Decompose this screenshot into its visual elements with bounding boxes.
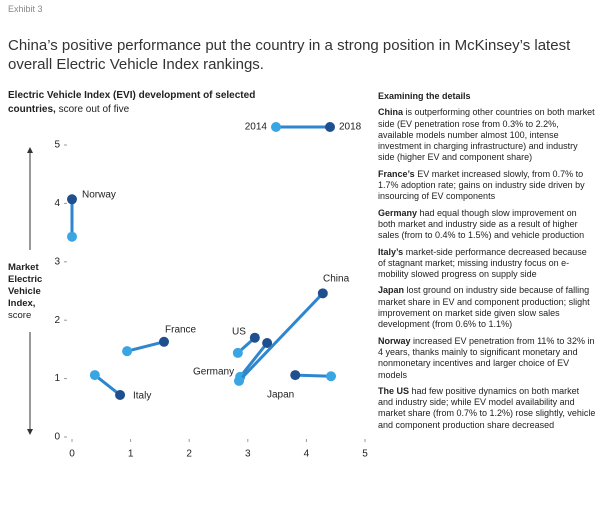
point bbox=[232, 347, 243, 358]
detail-text: lost ground on industry side because of … bbox=[378, 285, 590, 330]
page-title: China’s positive performance put the cou… bbox=[8, 37, 571, 73]
country-label: Italy bbox=[133, 391, 151, 402]
connector bbox=[239, 342, 269, 378]
detail-paragraph: Italy’s market-side performance decrease… bbox=[378, 247, 596, 281]
country-label: Norway bbox=[82, 190, 116, 201]
connector bbox=[126, 340, 165, 353]
detail-lead: Germany bbox=[378, 207, 418, 218]
legend-dot bbox=[325, 122, 335, 132]
detail-paragraph: Japan lost ground on industry side becau… bbox=[378, 285, 596, 330]
country-label: France bbox=[165, 325, 197, 336]
detail-lead: The US bbox=[378, 385, 410, 396]
x-tick-label: 1 bbox=[128, 449, 134, 460]
point bbox=[317, 288, 328, 299]
y-axis-title: Market Electric Vehicle Index, bbox=[8, 262, 43, 309]
details-panel: Examining the details China is outperform… bbox=[378, 91, 596, 431]
y-tick-label: 3 bbox=[54, 256, 60, 267]
y-tick-label: 1 bbox=[54, 373, 60, 384]
detail-lead: China bbox=[378, 107, 404, 118]
point bbox=[89, 370, 100, 381]
country-label: Japan bbox=[267, 390, 294, 401]
y-tick-label: 5 bbox=[54, 140, 60, 151]
detail-text: had equal though slow improvement on bot… bbox=[378, 207, 585, 241]
point bbox=[262, 337, 273, 348]
details-heading: Examining the details bbox=[378, 91, 471, 101]
chart-title: Electric Vehicle Index (EVI) development… bbox=[8, 90, 256, 115]
y-tick-label: 2 bbox=[54, 315, 60, 326]
point bbox=[290, 370, 301, 381]
x-tick-label: 2 bbox=[186, 449, 192, 460]
detail-text: is outperforming other countries on both… bbox=[378, 107, 595, 163]
x-tick-label: 4 bbox=[304, 449, 310, 460]
point bbox=[122, 346, 133, 357]
detail-text: EV market increased slowly, from 0.7% to… bbox=[378, 168, 585, 202]
point bbox=[67, 231, 77, 242]
legend-label: 2014 bbox=[245, 122, 268, 133]
country-label: Germany bbox=[193, 367, 234, 378]
detail-paragraph: Germany had equal though slow improvemen… bbox=[378, 208, 596, 242]
country-label: China bbox=[323, 274, 350, 285]
x-tick-label: 3 bbox=[245, 449, 251, 460]
detail-lead: France’s bbox=[378, 168, 415, 179]
connector bbox=[237, 292, 324, 382]
chart-subtitle: score out of five bbox=[58, 104, 130, 115]
detail-paragraph: Norway increased EV penetration from 11%… bbox=[378, 336, 596, 381]
detail-text: market-side performance decreased becaus… bbox=[378, 246, 587, 280]
detail-lead: Norway bbox=[378, 335, 411, 346]
y-tick-label: 4 bbox=[54, 198, 60, 209]
exhibit-label: Exhibit 3 bbox=[8, 4, 43, 14]
legend-label: 2018 bbox=[339, 122, 362, 133]
point bbox=[67, 194, 77, 205]
detail-text: had few positive dynamics on both market… bbox=[378, 385, 596, 430]
detail-paragraph: China is outperforming other countries o… bbox=[378, 107, 596, 163]
y-axis-unit: score bbox=[8, 310, 32, 321]
x-tick-label: 5 bbox=[362, 449, 368, 460]
point bbox=[326, 371, 337, 382]
connector bbox=[93, 373, 121, 397]
x-tick-label: 0 bbox=[69, 449, 75, 460]
legend-dot bbox=[271, 122, 281, 132]
detail-text: increased EV penetration from 11% to 32%… bbox=[378, 335, 595, 380]
point bbox=[115, 389, 126, 400]
detail-paragraph: France’s EV market increased slowly, fro… bbox=[378, 169, 596, 203]
detail-lead: Italy’s bbox=[378, 246, 404, 257]
detail-paragraph: The US had few positive dynamics on both… bbox=[378, 386, 596, 431]
y-label: Market Electric Vehicle Index, score bbox=[8, 262, 58, 322]
point bbox=[234, 375, 245, 386]
country-label: US bbox=[232, 327, 246, 338]
detail-lead: Japan bbox=[378, 285, 405, 296]
connector bbox=[295, 373, 332, 378]
point bbox=[249, 332, 260, 343]
y-tick-label: 0 bbox=[54, 432, 60, 443]
chart-heading: Electric Vehicle Index (EVI) development… bbox=[8, 89, 278, 117]
point bbox=[159, 336, 170, 347]
